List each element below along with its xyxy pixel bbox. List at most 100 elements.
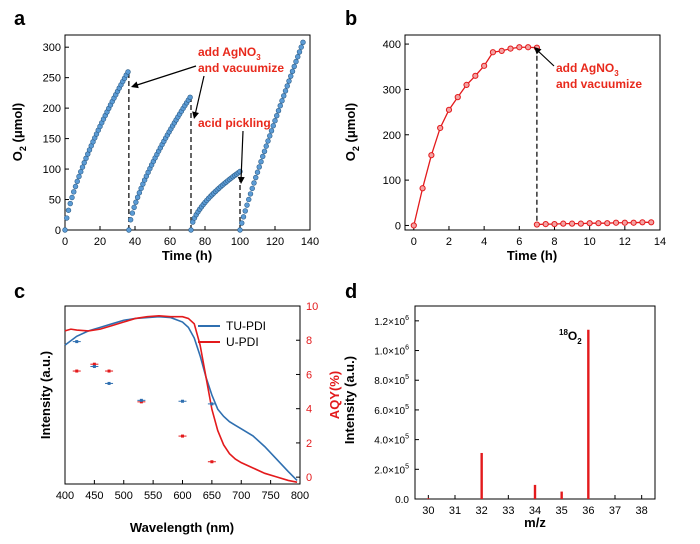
panel-d-frame	[414, 305, 656, 500]
x-tick-label: 32	[476, 505, 488, 517]
y-tick-label: 4.0×105	[374, 434, 409, 447]
aqy-point	[181, 434, 184, 438]
panel-c-right-y-ticks: 0 2 4 6 8 10	[296, 301, 318, 484]
panel-c-x-axis-label: Wavelength (nm)	[130, 520, 234, 535]
legend-label-tu-pdi: TU-PDI	[226, 319, 266, 333]
data-point	[296, 49, 303, 55]
x-tick-label: 30	[422, 505, 434, 517]
aqy-point	[107, 369, 111, 373]
aqy-point	[92, 365, 96, 369]
panel-c-y-axis-label: Intensity (a.u.)	[38, 351, 53, 439]
panel-a-y-axis-label: O2 (μmol)	[10, 103, 28, 161]
spectrum-line	[64, 314, 298, 484]
data-point	[254, 169, 261, 175]
y-tick-label: 100	[383, 175, 401, 187]
legend-label-u-pdi: U-PDI	[226, 335, 259, 349]
data-point	[275, 107, 282, 114]
data-point	[267, 133, 273, 139]
data-point	[249, 185, 255, 192]
x-tick-label: 8	[551, 236, 557, 248]
x-tick-label: 40	[129, 236, 141, 248]
bar	[427, 498, 430, 499]
data-point	[78, 169, 84, 175]
aqy-point	[181, 399, 184, 403]
x-tick-label: 800	[291, 490, 309, 502]
x-tick-label: 34	[529, 505, 541, 517]
data-point	[289, 68, 296, 74]
data-point	[291, 63, 297, 70]
data-point	[282, 88, 289, 94]
data-point	[284, 83, 290, 89]
panel-label-a: a	[14, 8, 26, 30]
x-tick-label: 35	[556, 505, 568, 517]
y2-tick-label: 6	[306, 369, 312, 381]
data-point	[277, 103, 283, 109]
data-point	[131, 204, 137, 211]
data-point	[127, 217, 134, 223]
panel-d-x-axis-label: m/z	[524, 515, 546, 530]
data-point	[242, 208, 248, 214]
data-point	[126, 227, 132, 233]
bar	[533, 484, 537, 499]
x-tick-label: 60	[164, 236, 176, 248]
data-point	[71, 189, 77, 195]
data-point	[454, 94, 461, 101]
panel-b: 0 2 4 6 8 10 12 14 0 100 200 300 400 Time (h) O2 (μ…	[343, 34, 666, 263]
data-point	[551, 221, 558, 228]
arrow-line	[240, 130, 244, 181]
x-tick-label: 700	[232, 490, 250, 502]
panel-c: 400 450 500 550 600 650 700 750 800 0 2 4 6 8 10 TU-P…	[38, 301, 342, 535]
arrow-head	[534, 47, 542, 55]
x-tick-label: 4	[481, 236, 487, 248]
y-tick-label: 300	[43, 42, 61, 54]
bar	[560, 491, 563, 499]
data-point	[62, 227, 68, 233]
data-point	[125, 69, 131, 75]
aqy-point	[92, 362, 96, 366]
aqy-point	[75, 340, 79, 344]
data-point	[72, 183, 79, 190]
x-tick-label: 38	[636, 505, 648, 517]
data-point	[463, 81, 470, 88]
y-tick-label: 100	[43, 164, 61, 176]
panel-a-x-axis-label: Time (h)	[162, 248, 212, 263]
panel-c-right-y-axis-label: AQY(%)	[327, 371, 342, 419]
x-tick-label: 140	[301, 236, 319, 248]
arrow-line	[536, 49, 555, 67]
x-tick-label: 750	[261, 490, 279, 502]
panel-label-b: b	[345, 8, 357, 30]
data-point	[244, 202, 250, 208]
y-tick-label: 1.0×106	[374, 345, 409, 358]
panel-b-y-ticks: 0 100 200 300 400	[383, 39, 409, 232]
panel-d-y-axis-label: Intensity (a.u.)	[342, 356, 357, 444]
panel-b-annotation-vacuumize: and vacuumize	[556, 77, 642, 91]
panel-c-legend: TU-PDI U-PDI	[198, 319, 266, 349]
data-point	[69, 194, 75, 201]
panel-d-bars	[427, 329, 590, 499]
data-point	[260, 153, 266, 160]
panel-a-annotation-acid-pickling: acid pickling	[198, 116, 271, 130]
arrow-line	[194, 75, 205, 116]
panel-a-y-ticks: 0 50 100 150 200 250 300	[43, 42, 69, 237]
data-point	[79, 164, 86, 170]
data-point	[489, 49, 497, 56]
panel-b-arrows	[534, 47, 555, 67]
x-tick-label: 10	[584, 236, 596, 248]
panel-c-spectra	[64, 314, 298, 484]
data-point	[251, 180, 257, 186]
data-point	[246, 196, 252, 203]
data-point	[295, 54, 301, 60]
x-tick-label: 450	[85, 490, 103, 502]
panel-a-annotation-agno3: add AgNO3	[198, 45, 261, 62]
data-point	[498, 47, 505, 54]
panel-a-dividers	[128, 70, 241, 230]
data-point	[472, 72, 479, 79]
arrow-head	[192, 111, 199, 119]
data-point	[256, 164, 262, 170]
data-point	[507, 45, 514, 52]
data-point	[265, 138, 271, 144]
panel-a: 0 20 40 60 80 100 120 140 0 50 100 150 200 250 300 Ti…	[10, 34, 319, 263]
x-tick-label: 36	[582, 505, 594, 517]
y2-tick-label: 2	[306, 438, 312, 450]
